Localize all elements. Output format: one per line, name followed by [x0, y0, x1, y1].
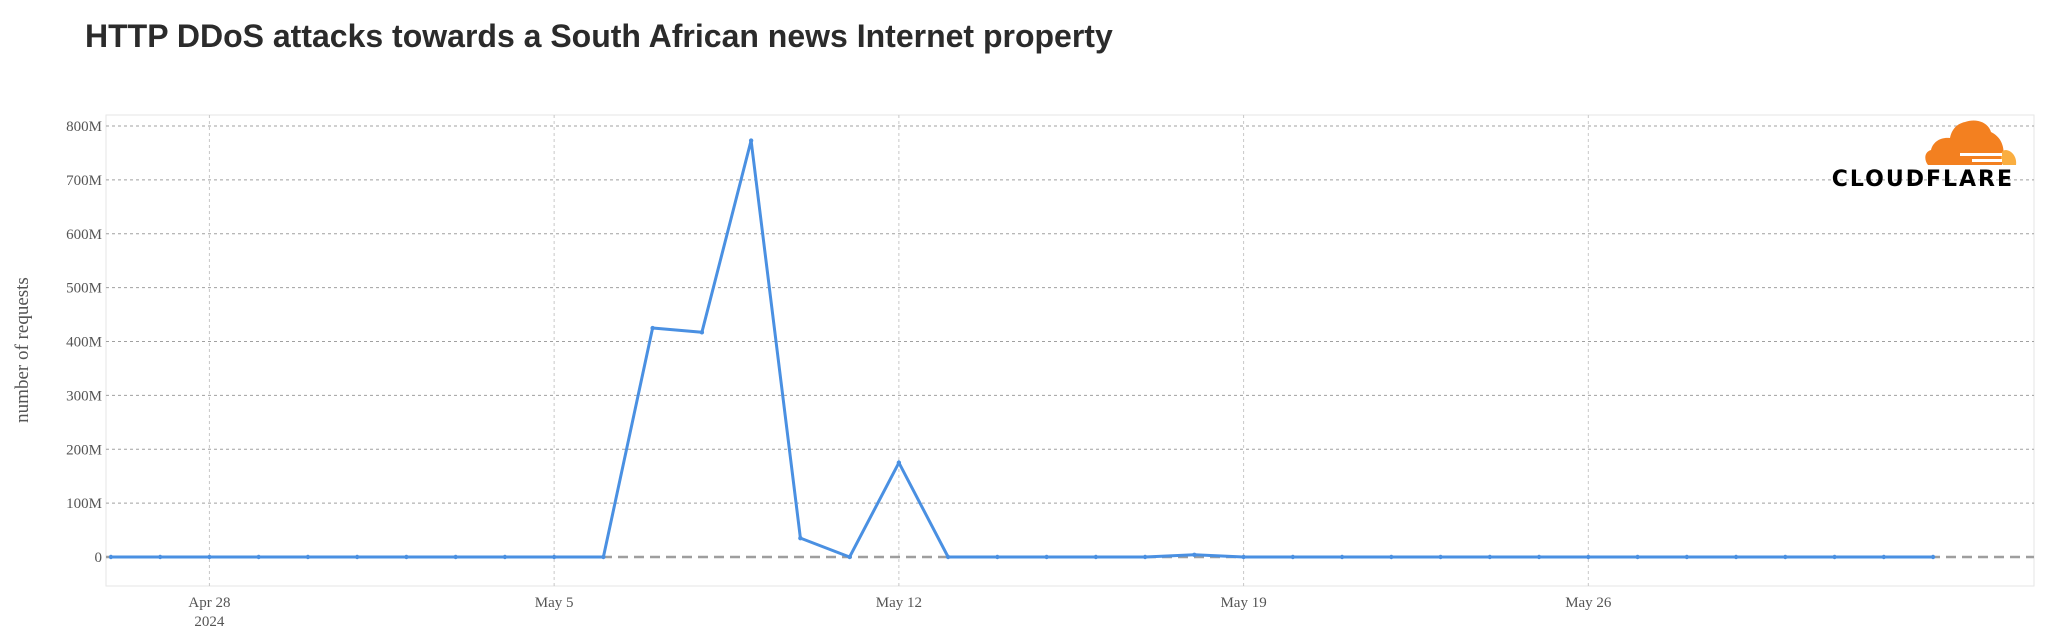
data-point	[1536, 554, 1542, 560]
data-point	[748, 138, 754, 143]
series-group	[108, 138, 1936, 560]
data-point	[207, 554, 212, 560]
data-point	[453, 554, 458, 560]
series-line	[110, 140, 1933, 559]
data-point	[945, 554, 951, 560]
data-point	[1487, 554, 1493, 560]
data-point	[1339, 554, 1345, 560]
y-axis: 0 100M 200M 300M 400M 500M 600M 700M 800M	[66, 119, 102, 566]
y-tick-label: 500M	[66, 281, 102, 297]
grid-lines	[105, 114, 2035, 587]
data-point	[1241, 554, 1246, 560]
x-tick-label: Apr 28	[188, 595, 230, 611]
y-tick-label: 800M	[66, 119, 102, 135]
y-tick-label: 400M	[66, 335, 102, 351]
data-point	[1930, 554, 1936, 560]
data-point	[798, 535, 803, 541]
data-point	[1044, 554, 1049, 560]
x-axis: Apr 28 2024 May 5 May 12 May 19 May 26	[188, 595, 1612, 628]
x-tick-label: May 12	[876, 595, 922, 611]
x-tick-label: May 5	[535, 595, 574, 611]
data-point	[1832, 554, 1837, 560]
data-point	[847, 554, 852, 560]
plot-frame	[105, 114, 2035, 587]
data-point	[1586, 554, 1591, 560]
y-tick-label: 600M	[66, 227, 102, 243]
data-point	[502, 554, 508, 560]
x-tick-sublabel: 2024	[194, 614, 225, 628]
y-tick-label: 100M	[66, 496, 102, 512]
data-point	[1290, 554, 1296, 560]
cloud-icon	[1925, 120, 2017, 165]
y-axis-title: number of requests	[12, 277, 33, 423]
data-point	[157, 554, 163, 560]
data-point	[650, 325, 655, 331]
y-tick-label: 700M	[66, 173, 102, 189]
y-tick-label: 200M	[66, 442, 102, 458]
data-point	[256, 554, 261, 560]
data-point	[108, 554, 114, 560]
data-point	[1389, 554, 1394, 560]
data-point	[896, 460, 902, 465]
data-point	[601, 554, 606, 560]
chart-title: HTTP DDoS attacks towards a South Africa…	[85, 18, 1113, 54]
data-point	[699, 330, 705, 335]
y-tick-label: 300M	[66, 388, 102, 404]
data-point	[404, 554, 409, 560]
data-point	[551, 554, 557, 560]
data-point	[1192, 552, 1197, 558]
x-tick-label: May 19	[1220, 595, 1266, 611]
data-point	[1733, 554, 1739, 560]
data-point	[305, 554, 311, 560]
cloudflare-logo: CLOUDFLARE	[1832, 120, 2017, 192]
logo-text: CLOUDFLARE	[1832, 167, 2014, 192]
data-point	[995, 554, 1000, 560]
data-point	[1635, 554, 1640, 560]
data-point	[1881, 554, 1886, 560]
data-point	[1783, 554, 1788, 560]
data-point	[1684, 554, 1690, 560]
x-tick-label: May 26	[1565, 595, 1612, 611]
data-point	[1142, 554, 1148, 560]
y-tick-label: 0	[95, 550, 103, 566]
data-point	[1093, 554, 1099, 560]
data-point	[1438, 554, 1443, 560]
data-point	[354, 554, 360, 560]
